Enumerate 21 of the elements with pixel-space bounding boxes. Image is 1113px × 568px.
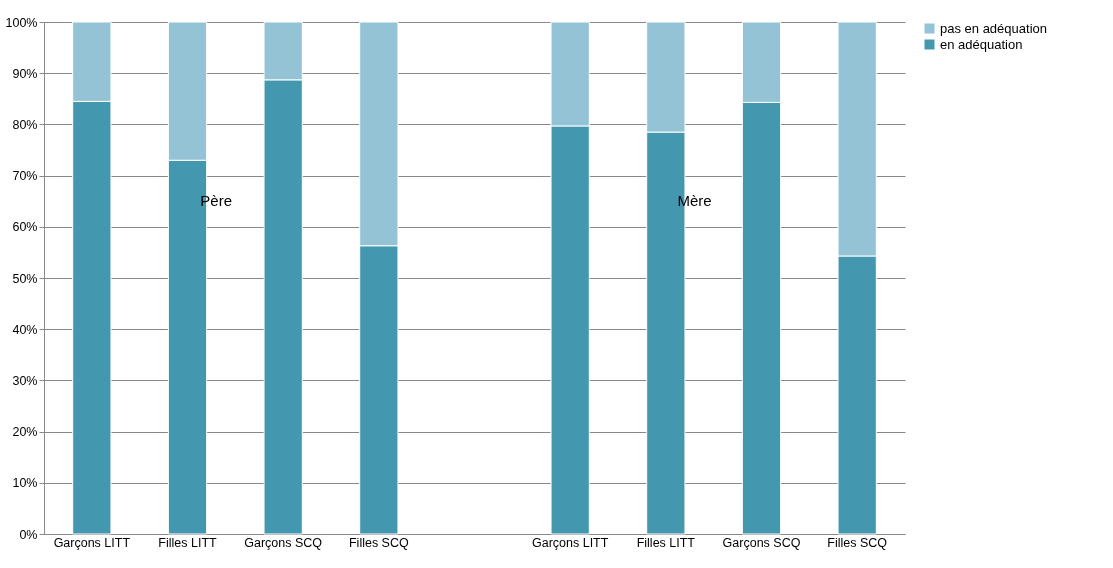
y-tick-label: 40% bbox=[12, 322, 38, 337]
x-tick-label: Garçons LITT bbox=[53, 535, 131, 550]
y-tick-label: 80% bbox=[12, 117, 38, 132]
x-tick-label: Filles LITT bbox=[636, 535, 696, 550]
y-tick-label: 70% bbox=[12, 169, 38, 184]
x-tick-label: Filles SCQ bbox=[827, 535, 888, 550]
legend-label: pas en adéquation bbox=[940, 20, 1047, 36]
y-tick-label: 60% bbox=[12, 220, 38, 235]
y-tick-label: 0% bbox=[19, 527, 38, 542]
y-tick-label: 90% bbox=[12, 66, 38, 81]
legend-label: en adéquation bbox=[940, 36, 1023, 52]
x-tick-label: Garçons SCQ bbox=[244, 535, 323, 550]
y-tick-label: 50% bbox=[12, 271, 38, 286]
x-tick-label: Garçons LITT bbox=[531, 535, 609, 550]
x-tick-label: Filles LITT bbox=[158, 535, 218, 550]
y-tick-label: 100% bbox=[5, 15, 38, 30]
y-tick-label: 20% bbox=[12, 425, 38, 440]
x-tick-label: Garçons SCQ bbox=[722, 535, 801, 550]
y-tick-label: 10% bbox=[12, 476, 38, 491]
x-tick-label: Filles SCQ bbox=[348, 535, 409, 550]
y-tick-label: 30% bbox=[12, 373, 38, 388]
